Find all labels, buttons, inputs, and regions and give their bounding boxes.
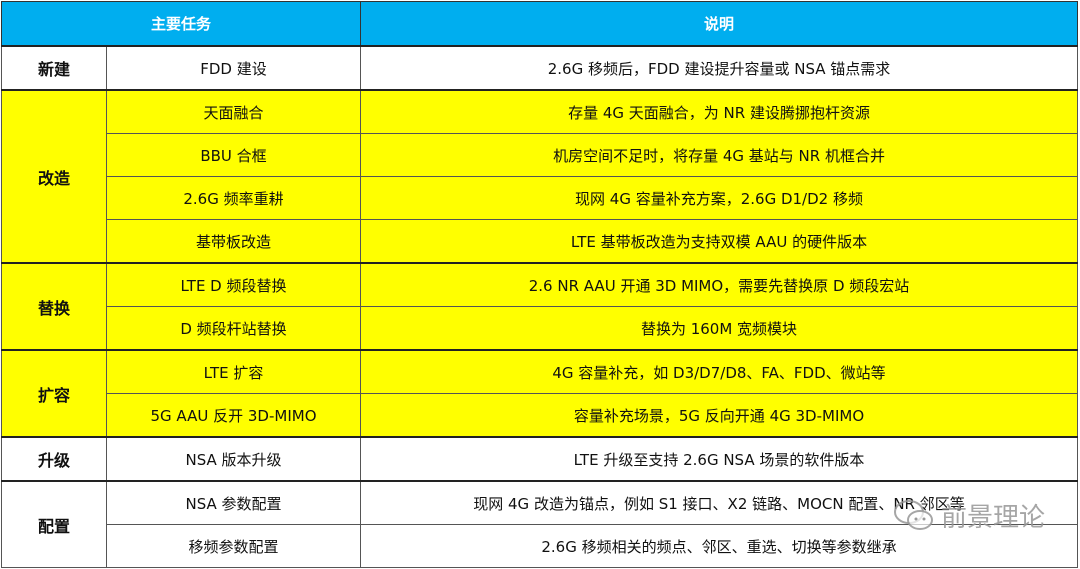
table-row: 扩容 LTE 扩容 4G 容量补充，如 D3/D7/D8、FA、FDD、微站等 [1, 349, 1078, 438]
task-cell: 天面融合 [105, 89, 362, 134]
desc-cell: 现网 4G 容量补充方案，2.6G D1/D2 移频 [360, 176, 1078, 220]
table-row: 新建 FDD 建设 2.6G 移频后，FDD 建设提升容量或 NSA 锚点需求 [1, 45, 1078, 91]
category-cell: 配置 [1, 480, 107, 568]
desc-cell: 2.6 NR AAU 开通 3D MIMO，需要先替换原 D 频段宏站 [360, 262, 1078, 307]
desc-cell: 机房空间不足时，将存量 4G 基站与 NR 机框合并 [360, 133, 1078, 177]
task-cell: 5G AAU 反开 3D-MIMO [105, 393, 362, 438]
task-cell: 基带板改造 [105, 219, 362, 264]
task-cell: NSA 版本升级 [105, 436, 362, 482]
table-row: 移频参数配置 2.6G 移频相关的频点、邻区、重选、切换等参数继承 [2, 524, 1078, 568]
task-cell: 移频参数配置 [105, 524, 362, 568]
watermark-text: 前景理论 [941, 503, 1046, 533]
table-row: 配置 NSA 参数配置 现网 4G 改造为锚点，例如 S1 接口、X2 链路、MOC… [1, 480, 1078, 568]
table-row: BBU 合框 机房空间不足时，将存量 4G 基站与 NR 机框合并 [2, 133, 1078, 177]
category-cell: 扩容 [1, 349, 107, 438]
task-cell: D 频段杆站替换 [105, 306, 362, 351]
task-cell: NSA 参数配置 [105, 480, 362, 525]
desc-cell: 2.6G 移频后，FDD 建设提升容量或 NSA 锚点需求 [360, 45, 1078, 91]
watermark: 前景理论 [893, 497, 1045, 534]
task-cell: 2.6G 频率重耕 [105, 176, 362, 220]
table-row: 替换 LTE D 频段替换 2.6 NR AAU 开通 3D MIMO，需要先替换原… [1, 262, 1078, 351]
task-cell: FDD 建设 [105, 45, 362, 91]
task-cell: BBU 合框 [105, 133, 362, 177]
table-row: D 频段杆站替换 替换为 160M 宽频模块 [2, 306, 1078, 351]
header-desc: 说明 [360, 1, 1078, 47]
wechat-icon [894, 499, 933, 530]
desc-cell: LTE 基带板改造为支持双模 AAU 的硬件版本 [360, 219, 1078, 264]
category-cell: 升级 [1, 436, 107, 482]
task-cell: LTE 扩容 [105, 349, 362, 394]
category-cell: 替换 [1, 262, 107, 351]
desc-cell: 存量 4G 天面融合，为 NR 建设腾挪抱杆资源 [360, 89, 1078, 134]
table-row: 升级 NSA 版本升级 LTE 升级至支持 2.6G NSA 场景的软件版本 [1, 436, 1078, 482]
table-row: 改造 天面融合 存量 4G 天面融合，为 NR 建设腾挪抱杆资源 [1, 89, 1078, 264]
task-cell: LTE D 频段替换 [105, 262, 362, 307]
desc-cell: 4G 容量补充，如 D3/D7/D8、FA、FDD、微站等 [360, 349, 1078, 394]
category-cell: 新建 [1, 45, 107, 91]
desc-cell: 容量补充场景，5G 反向开通 4G 3D-MIMO [360, 393, 1078, 438]
table-row: 基带板改造 LTE 基带板改造为支持双模 AAU 的硬件版本 [2, 219, 1078, 264]
table-row: 2.6G 频率重耕 现网 4G 容量补充方案，2.6G D1/D2 移频 [2, 176, 1078, 220]
table-row: 5G AAU 反开 3D-MIMO 容量补充场景，5G 反向开通 4G 3D-MI… [2, 393, 1078, 438]
desc-cell: 2.6G 移频相关的频点、邻区、重选、切换等参数继承 [360, 524, 1078, 568]
desc-cell: 替换为 160M 宽频模块 [360, 306, 1078, 351]
header-row: 主要任务 说明 [0, 1, 1078, 47]
header-task: 主要任务 [0, 1, 362, 47]
category-cell: 改造 [1, 89, 107, 264]
desc-cell: LTE 升级至支持 2.6G NSA 场景的软件版本 [360, 436, 1078, 482]
